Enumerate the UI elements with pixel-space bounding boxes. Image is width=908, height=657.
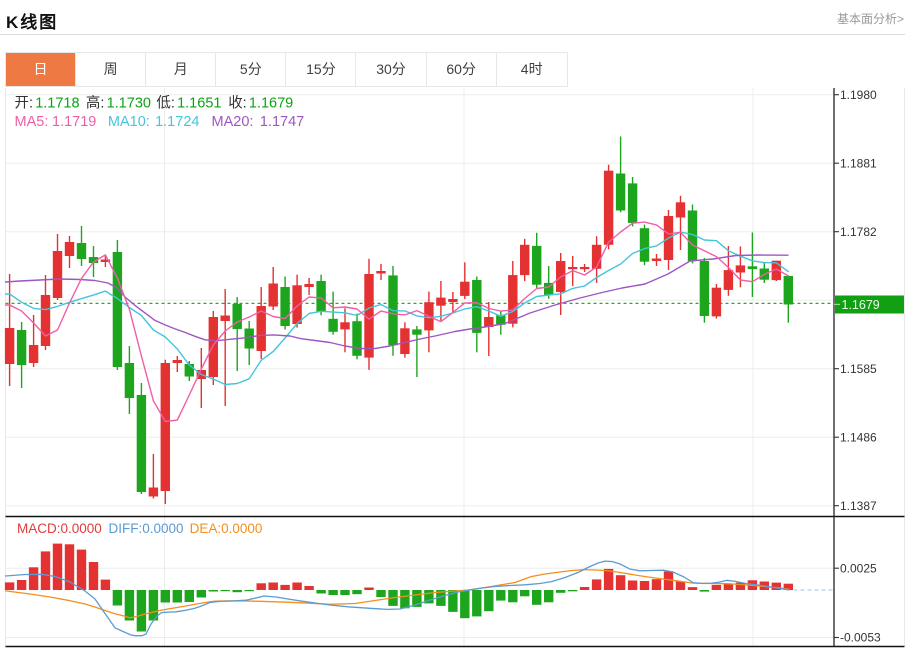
svg-text:1.1387: 1.1387 xyxy=(840,499,877,513)
svg-text:1.1486: 1.1486 xyxy=(840,430,877,444)
svg-text:1.1679: 1.1679 xyxy=(842,298,880,312)
svg-text:1.1980: 1.1980 xyxy=(840,88,877,102)
svg-text:1.1881: 1.1881 xyxy=(840,156,877,170)
svg-text:1.1782: 1.1782 xyxy=(840,225,877,239)
svg-text:1.1585: 1.1585 xyxy=(840,362,877,376)
svg-text:0.0025: 0.0025 xyxy=(840,561,877,575)
svg-text:-0.0053: -0.0053 xyxy=(840,631,881,645)
